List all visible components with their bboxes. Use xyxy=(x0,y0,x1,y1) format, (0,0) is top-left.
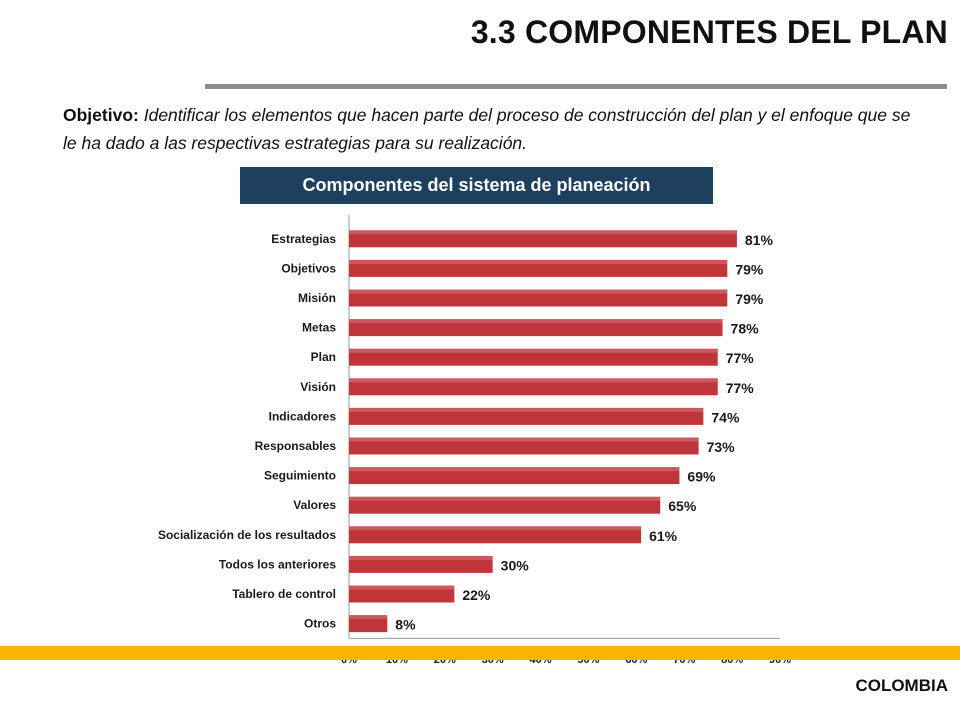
objective-paragraph: Objetivo: Identificar los elementos que … xyxy=(63,101,923,157)
value-label: 65% xyxy=(668,498,697,514)
category-label: Valores xyxy=(293,498,336,512)
category-label: Todos los anteriores xyxy=(219,557,336,571)
bar-highlight xyxy=(349,289,728,294)
bar-highlight xyxy=(349,407,704,412)
accent-band xyxy=(0,646,960,660)
bar xyxy=(349,319,723,337)
bar-highlight xyxy=(349,348,718,353)
bar-highlight xyxy=(349,615,388,620)
value-label: 79% xyxy=(735,291,764,307)
bar-highlight xyxy=(349,437,699,442)
category-label: Socialización de los resultados xyxy=(158,528,336,542)
footer-country: COLOMBIA xyxy=(855,676,948,695)
bar xyxy=(349,378,718,396)
value-label: 30% xyxy=(501,557,530,573)
value-label: 81% xyxy=(745,232,774,248)
bar xyxy=(349,615,388,633)
slide-title: 3.3 COMPONENTES DEL PLAN xyxy=(470,14,948,50)
bar xyxy=(349,407,704,425)
value-label: 74% xyxy=(711,409,740,425)
value-label: 8% xyxy=(395,617,416,633)
bar-highlight xyxy=(349,526,642,531)
category-label: Metas xyxy=(302,321,336,335)
category-label: Visión xyxy=(300,380,336,394)
category-label: Otros xyxy=(304,617,336,631)
category-label: Tablero de control xyxy=(232,587,336,601)
category-label: Indicadores xyxy=(269,409,337,423)
category-label: Estrategias xyxy=(271,232,336,246)
bar xyxy=(349,496,661,514)
bar xyxy=(349,230,737,248)
bar xyxy=(349,555,493,573)
bar-highlight xyxy=(349,496,661,501)
category-label: Misión xyxy=(298,291,336,305)
bar-highlight xyxy=(349,319,723,324)
category-label: Plan xyxy=(311,350,336,364)
value-label: 79% xyxy=(735,261,764,277)
objective-text: Identificar los elementos que hacen part… xyxy=(63,105,911,153)
bar-highlight xyxy=(349,585,455,590)
bar xyxy=(349,467,680,485)
title-divider xyxy=(205,84,947,89)
bar-chart: Estrategias 81% Objetivos 79% Misión 79% Metas… xyxy=(158,215,791,666)
bar xyxy=(349,437,699,455)
bar-highlight xyxy=(349,467,680,472)
value-label: 22% xyxy=(462,587,491,603)
value-label: 61% xyxy=(649,528,678,544)
bar xyxy=(349,348,718,366)
bar xyxy=(349,259,728,277)
category-label: Seguimiento xyxy=(264,469,336,483)
value-label: 78% xyxy=(731,321,760,337)
bar xyxy=(349,585,455,603)
chart-title: Componentes del sistema de planeación xyxy=(240,167,713,204)
bar-highlight xyxy=(349,259,728,264)
value-label: 73% xyxy=(707,439,736,455)
bar-highlight xyxy=(349,555,493,560)
category-label: Objetivos xyxy=(281,261,336,275)
value-label: 77% xyxy=(726,350,755,366)
bar xyxy=(349,526,642,544)
bar-highlight xyxy=(349,230,737,235)
value-label: 77% xyxy=(726,380,755,396)
objective-label: Objetivo: xyxy=(63,105,139,125)
bar xyxy=(349,289,728,307)
bar-highlight xyxy=(349,378,718,383)
category-label: Responsables xyxy=(255,439,337,453)
value-label: 69% xyxy=(687,469,716,485)
